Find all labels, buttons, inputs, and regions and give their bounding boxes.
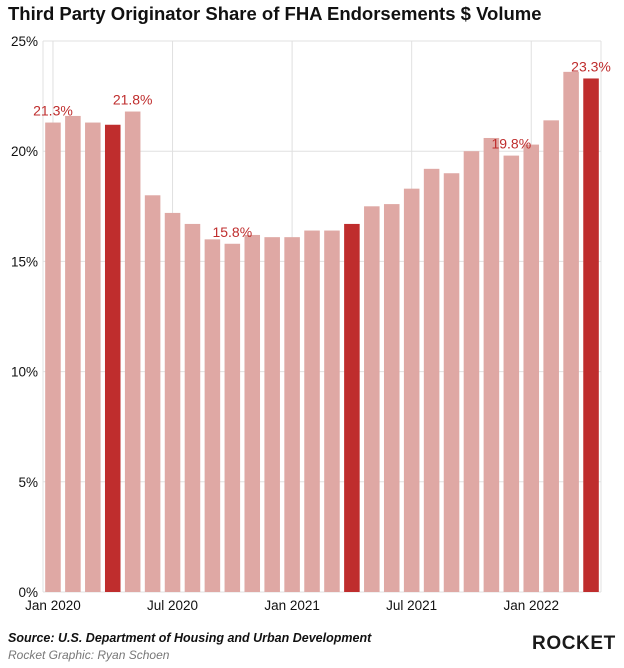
bar	[503, 155, 520, 592]
bar	[463, 151, 480, 592]
bar	[45, 122, 61, 592]
chart-title: Third Party Originator Share of FHA Endo…	[8, 3, 542, 24]
bar	[144, 195, 161, 592]
bar	[543, 120, 559, 593]
data-label: 23.3%	[571, 58, 611, 74]
bar	[304, 230, 320, 592]
bar	[423, 168, 440, 592]
x-tick-label: Jul 2020	[147, 598, 198, 613]
data-label: 21.3%	[33, 103, 73, 119]
y-tick-label: 15%	[11, 254, 38, 269]
y-tick-label: 5%	[18, 475, 38, 490]
bar	[184, 223, 201, 592]
bar-highlighted	[104, 124, 121, 592]
bar	[85, 122, 101, 592]
bar	[264, 237, 280, 592]
y-tick-label: 0%	[18, 585, 38, 600]
y-tick-label: 20%	[11, 144, 38, 159]
bar	[383, 204, 400, 592]
data-label: 15.8%	[212, 224, 252, 240]
bar	[443, 173, 460, 593]
graphic-credit: Rocket Graphic: Ryan Schoen	[8, 648, 170, 662]
y-tick-label: 10%	[11, 365, 38, 380]
bar	[324, 230, 340, 592]
rocket-logo: ROCKET	[532, 633, 616, 654]
bar	[124, 111, 141, 592]
bar	[65, 115, 81, 592]
x-tick-label: Jan 2021	[264, 598, 320, 613]
bar	[483, 137, 500, 592]
bar	[284, 237, 300, 592]
bar	[563, 71, 579, 592]
data-label: 21.8%	[113, 92, 153, 108]
source-note: Source: U.S. Department of Housing and U…	[8, 631, 372, 645]
bar	[244, 234, 261, 592]
bar	[164, 212, 181, 593]
x-tick-label: Jul 2021	[386, 598, 437, 613]
bar	[224, 243, 241, 592]
bar-highlighted	[344, 223, 360, 592]
bar-highlighted	[583, 78, 599, 592]
y-tick-label: 25%	[11, 34, 38, 49]
x-tick-label: Jan 2020	[25, 598, 81, 613]
bar	[364, 206, 380, 593]
bar	[523, 144, 540, 592]
x-tick-label: Jan 2022	[503, 598, 559, 613]
data-label: 19.8%	[491, 136, 531, 152]
bar	[403, 188, 420, 592]
bar	[204, 239, 221, 593]
